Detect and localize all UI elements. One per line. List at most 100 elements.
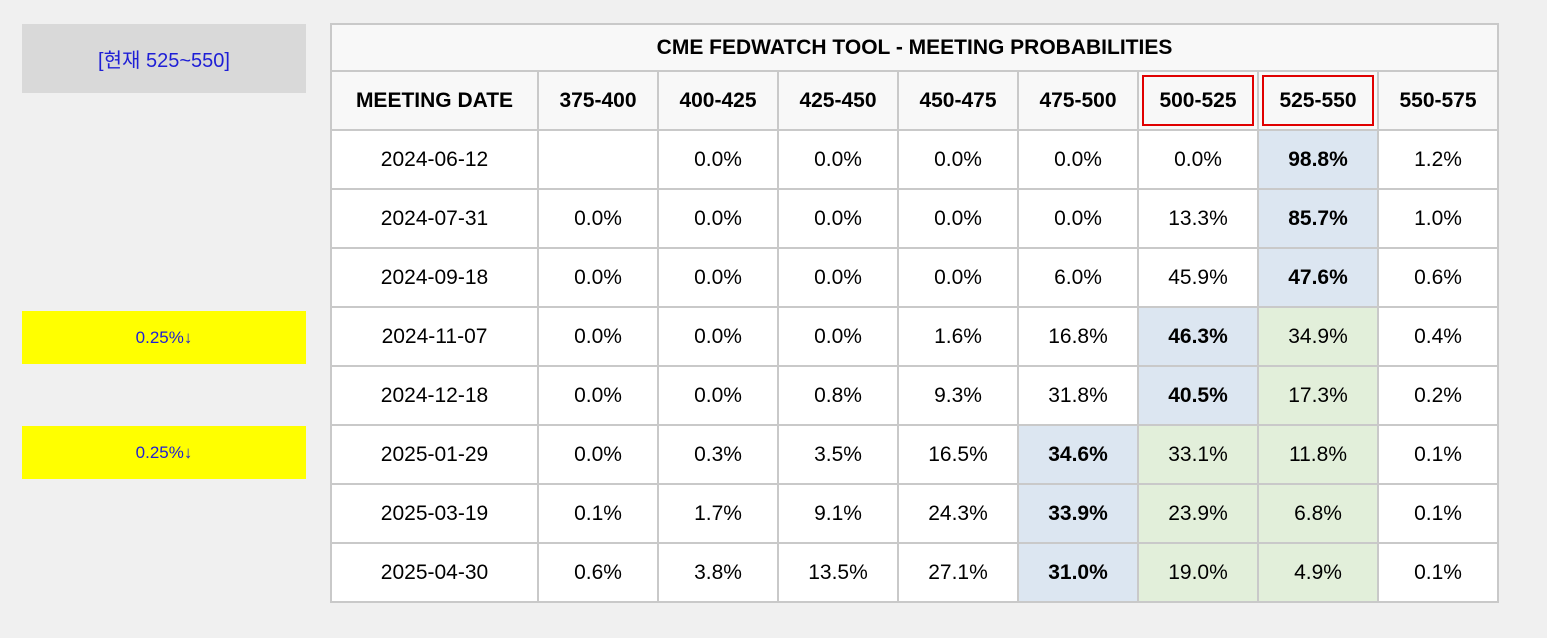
probability-cell: 98.8% bbox=[1257, 129, 1379, 190]
probability-cell: 0.0% bbox=[537, 247, 659, 308]
rate-range-header: 475-500 bbox=[1017, 70, 1139, 131]
table-row: 2025-03-19 0.1% 1.7% 9.1% 24.3% 33.9% 23.9% 6.8… bbox=[330, 483, 1500, 544]
probability-cell: 0.0% bbox=[537, 424, 659, 485]
probability-cell: 4.9% bbox=[1257, 542, 1379, 603]
probability-cell: 0.6% bbox=[537, 542, 659, 603]
rate-range-header: 525-550 bbox=[1257, 70, 1379, 131]
probability-cell: 34.6% bbox=[1017, 424, 1139, 485]
probability-cell: 9.1% bbox=[777, 483, 899, 544]
probability-cell: 1.0% bbox=[1376, 188, 1500, 249]
rate-range-header: 400-425 bbox=[657, 70, 779, 131]
rate-range-header: 550-575 bbox=[1376, 70, 1500, 131]
probability-cell: 0.0% bbox=[777, 188, 899, 249]
table-row: 2024-09-18 0.0% 0.0% 0.0% 0.0% 6.0% 45.9% 47.6%… bbox=[330, 247, 1500, 308]
highlight-outline bbox=[1262, 75, 1374, 126]
rate-range-header: 375-400 bbox=[537, 70, 659, 131]
rate-cut-marker: 0.25%↓ bbox=[22, 426, 306, 479]
probability-cell: 11.8% bbox=[1257, 424, 1379, 485]
meeting-date-cell: 2024-09-18 bbox=[330, 247, 539, 308]
rate-range-label: 500-525 bbox=[1159, 88, 1237, 112]
meeting-date-cell: 2024-12-18 bbox=[330, 365, 539, 426]
probability-cell: 27.1% bbox=[897, 542, 1019, 603]
probability-cell: 0.6% bbox=[1376, 247, 1500, 308]
probability-cell: 0.0% bbox=[777, 306, 899, 367]
rate-cut-marker: 0.25%↓ bbox=[22, 311, 306, 364]
table-body: 2024-06-12 0.0% 0.0% 0.0% 0.0% 0.0% 98.8% 1.2% 2… bbox=[330, 129, 1500, 603]
probability-cell: 85.7% bbox=[1257, 188, 1379, 249]
probability-cell: 0.0% bbox=[657, 365, 779, 426]
probability-cell: 0.1% bbox=[537, 483, 659, 544]
table-row: 2024-11-07 0.0% 0.0% 0.0% 1.6% 16.8% 46.3% 34.9… bbox=[330, 306, 1500, 367]
current-rate-label: [현재 525~550] bbox=[22, 24, 306, 93]
table-row: 2024-07-31 0.0% 0.0% 0.0% 0.0% 0.0% 13.3% 85.7%… bbox=[330, 188, 1500, 249]
probability-cell: 0.0% bbox=[1017, 129, 1139, 190]
probability-cell: 31.0% bbox=[1017, 542, 1139, 603]
table-row: 2024-06-12 0.0% 0.0% 0.0% 0.0% 0.0% 98.8% 1.2% bbox=[330, 129, 1500, 190]
probability-cell: 23.9% bbox=[1137, 483, 1259, 544]
probability-cell: 16.5% bbox=[897, 424, 1019, 485]
probability-cell: 9.3% bbox=[897, 365, 1019, 426]
probability-cell: 13.3% bbox=[1137, 188, 1259, 249]
table-row: 2024-12-18 0.0% 0.0% 0.8% 9.3% 31.8% 40.5% 17.3… bbox=[330, 365, 1500, 426]
probability-cell: 6.8% bbox=[1257, 483, 1379, 544]
probability-cell: 34.9% bbox=[1257, 306, 1379, 367]
probability-cell: 33.9% bbox=[1017, 483, 1139, 544]
probability-cell: 0.0% bbox=[657, 306, 779, 367]
probability-cell: 0.0% bbox=[897, 129, 1019, 190]
rate-range-header: 450-475 bbox=[897, 70, 1019, 131]
meeting-date-cell: 2024-11-07 bbox=[330, 306, 539, 367]
probability-cell: 0.0% bbox=[657, 188, 779, 249]
probability-cell: 45.9% bbox=[1137, 247, 1259, 308]
highlight-outline bbox=[1142, 75, 1254, 126]
probability-cell: 0.1% bbox=[1376, 424, 1500, 485]
column-header-row: MEETING DATE 375-400 400-425 425-450 450-47… bbox=[330, 70, 1500, 131]
probability-cell: 0.0% bbox=[777, 247, 899, 308]
fedwatch-probability-table: CME FEDWATCH TOOL - MEETING PROBABILITIE… bbox=[329, 23, 1500, 603]
probability-cell: 0.0% bbox=[897, 188, 1019, 249]
probability-cell: 0.0% bbox=[897, 247, 1019, 308]
probability-cell: 0.0% bbox=[537, 365, 659, 426]
probability-cell: 0.0% bbox=[657, 247, 779, 308]
probability-cell: 0.3% bbox=[657, 424, 779, 485]
probability-cell: 6.0% bbox=[1017, 247, 1139, 308]
probability-cell: 0.8% bbox=[777, 365, 899, 426]
probability-cell: 16.8% bbox=[1017, 306, 1139, 367]
probability-cell: 13.5% bbox=[777, 542, 899, 603]
probability-cell bbox=[537, 129, 659, 190]
meeting-date-header: MEETING DATE bbox=[330, 70, 539, 131]
probability-cell: 17.3% bbox=[1257, 365, 1379, 426]
table-row: 2025-04-30 0.6% 3.8% 13.5% 27.1% 31.0% 19.0% 4.… bbox=[330, 542, 1500, 603]
probability-cell: 3.8% bbox=[657, 542, 779, 603]
probability-cell: 3.5% bbox=[777, 424, 899, 485]
probability-cell: 24.3% bbox=[897, 483, 1019, 544]
probability-cell: 47.6% bbox=[1257, 247, 1379, 308]
rate-range-header: 425-450 bbox=[777, 70, 899, 131]
probability-cell: 0.0% bbox=[537, 188, 659, 249]
probability-cell: 0.0% bbox=[1137, 129, 1259, 190]
probability-cell: 31.8% bbox=[1017, 365, 1139, 426]
probability-cell: 33.1% bbox=[1137, 424, 1259, 485]
meeting-date-cell: 2024-07-31 bbox=[330, 188, 539, 249]
probability-cell: 1.7% bbox=[657, 483, 779, 544]
probability-cell: 0.0% bbox=[1017, 188, 1139, 249]
probability-cell: 1.2% bbox=[1376, 129, 1500, 190]
meeting-date-cell: 2025-04-30 bbox=[330, 542, 539, 603]
probability-cell: 0.0% bbox=[537, 306, 659, 367]
probability-cell: 0.0% bbox=[777, 129, 899, 190]
probability-cell: 0.4% bbox=[1376, 306, 1500, 367]
table-title: CME FEDWATCH TOOL - MEETING PROBABILITIE… bbox=[329, 23, 1500, 72]
probability-cell: 19.0% bbox=[1137, 542, 1259, 603]
probability-cell: 40.5% bbox=[1137, 365, 1259, 426]
meeting-date-cell: 2025-01-29 bbox=[330, 424, 539, 485]
probability-cell: 0.1% bbox=[1376, 542, 1500, 603]
probability-cell: 0.2% bbox=[1376, 365, 1500, 426]
meeting-date-cell: 2024-06-12 bbox=[330, 129, 539, 190]
table-row: 2025-01-29 0.0% 0.3% 3.5% 16.5% 34.6% 33.1% 11.… bbox=[330, 424, 1500, 485]
rate-range-label: 525-550 bbox=[1279, 88, 1357, 112]
probability-cell: 0.1% bbox=[1376, 483, 1500, 544]
meeting-date-cell: 2025-03-19 bbox=[330, 483, 539, 544]
probability-cell: 1.6% bbox=[897, 306, 1019, 367]
probability-cell: 46.3% bbox=[1137, 306, 1259, 367]
probability-cell: 0.0% bbox=[657, 129, 779, 190]
rate-range-header: 500-525 bbox=[1137, 70, 1259, 131]
